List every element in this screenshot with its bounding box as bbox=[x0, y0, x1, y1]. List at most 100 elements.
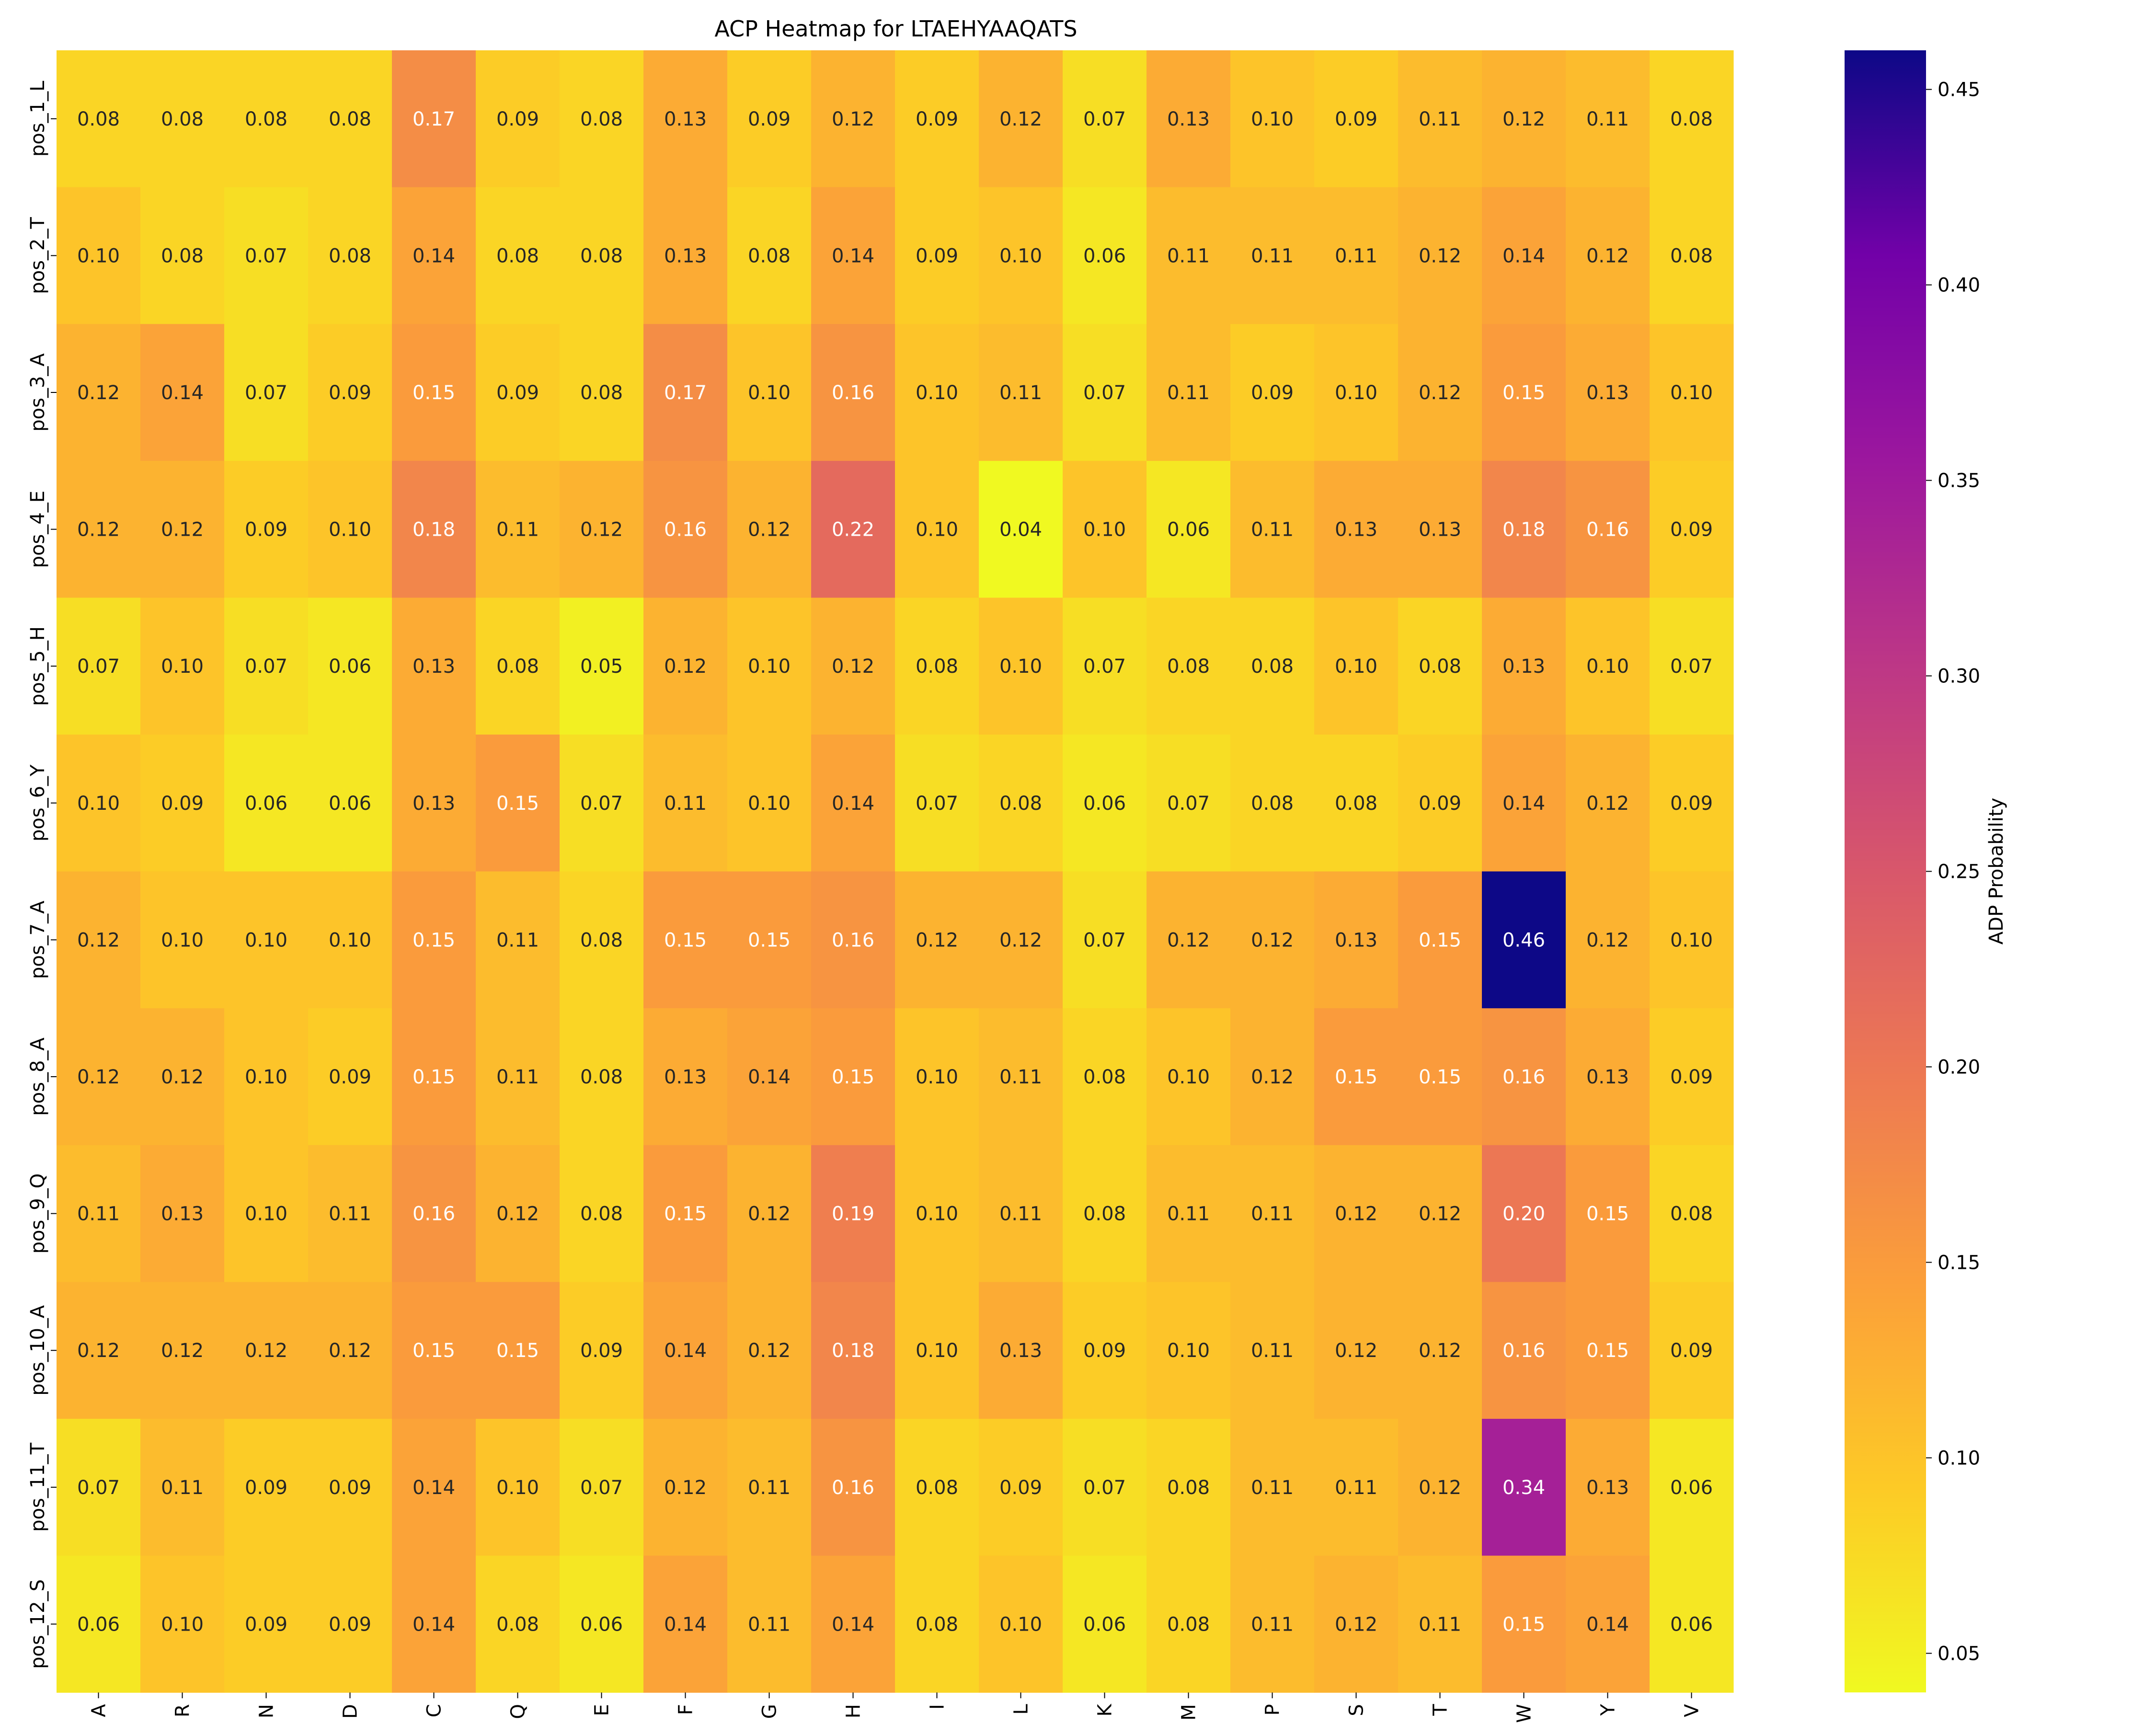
cell-value-label: 0.12 bbox=[1419, 245, 1461, 267]
heatmap-cell bbox=[1650, 1282, 1734, 1419]
heatmap-cell bbox=[1566, 1282, 1650, 1419]
x-tick-label: R bbox=[172, 1704, 194, 1717]
cell-value-label: 0.20 bbox=[1502, 1203, 1545, 1225]
heatmap-cell bbox=[811, 50, 895, 188]
heatmap-cell bbox=[140, 1555, 225, 1693]
heatmap-cell bbox=[727, 324, 812, 461]
cell-value-label: 0.09 bbox=[580, 1340, 623, 1362]
cell-value-label: 0.08 bbox=[1167, 656, 1210, 678]
cell-value-label: 0.13 bbox=[1586, 1066, 1629, 1088]
heatmap-cell bbox=[1398, 598, 1482, 735]
heatmap-cell bbox=[1650, 598, 1734, 735]
cell-value-label: 0.08 bbox=[329, 108, 371, 130]
heatmap-cell bbox=[811, 1282, 895, 1419]
cell-value-label: 0.04 bbox=[999, 519, 1042, 541]
cell-value-label: 0.10 bbox=[916, 1340, 958, 1362]
heatmap-cell bbox=[1063, 1282, 1147, 1419]
cell-value-label: 0.09 bbox=[1670, 793, 1713, 815]
cell-value-label: 0.12 bbox=[1167, 929, 1210, 951]
heatmap-cell bbox=[1314, 598, 1399, 735]
heatmap-cell bbox=[979, 187, 1063, 324]
cell-value-label: 0.11 bbox=[161, 1477, 204, 1499]
heatmap-cell bbox=[1147, 324, 1231, 461]
heatmap-cell bbox=[224, 187, 309, 324]
cell-value-label: 0.12 bbox=[161, 519, 204, 541]
heatmap-cell bbox=[224, 1282, 309, 1419]
heatmap-cell bbox=[560, 598, 644, 735]
cell-value-label: 0.34 bbox=[1502, 1477, 1545, 1499]
cell-value-label: 0.08 bbox=[245, 108, 287, 130]
heatmap-cell bbox=[1230, 1008, 1315, 1146]
heatmap-cell bbox=[57, 460, 141, 598]
cell-value-label: 0.10 bbox=[1167, 1066, 1210, 1088]
heatmap-cell bbox=[811, 460, 895, 598]
cell-value-label: 0.09 bbox=[1419, 793, 1461, 815]
cell-value-label: 0.10 bbox=[1251, 108, 1294, 130]
cell-value-label: 0.14 bbox=[161, 382, 204, 404]
x-tick-label: T bbox=[1430, 1704, 1452, 1716]
cell-value-label: 0.07 bbox=[1083, 929, 1126, 951]
heatmap-cell bbox=[1230, 460, 1315, 598]
heatmap-cell bbox=[1566, 460, 1650, 598]
heatmap-cell bbox=[979, 598, 1063, 735]
cell-value-label: 0.14 bbox=[413, 1613, 455, 1635]
heatmap-cell bbox=[308, 460, 392, 598]
cell-value-label: 0.16 bbox=[832, 929, 874, 951]
cell-value-label: 0.14 bbox=[832, 1613, 874, 1635]
heatmap-cell bbox=[1482, 1555, 1566, 1693]
cell-value-label: 0.12 bbox=[748, 1203, 791, 1225]
cell-value-label: 0.15 bbox=[664, 929, 707, 951]
cell-value-label: 0.08 bbox=[1670, 108, 1713, 130]
cell-value-label: 0.09 bbox=[329, 1613, 371, 1635]
cell-value-label: 0.15 bbox=[496, 1340, 539, 1362]
heatmap-cell bbox=[476, 1282, 560, 1419]
cell-value-label: 0.09 bbox=[999, 1477, 1042, 1499]
heatmap-cell bbox=[643, 1008, 728, 1146]
cell-value-label: 0.07 bbox=[916, 793, 958, 815]
cell-value-label: 0.13 bbox=[1335, 929, 1377, 951]
cell-value-label: 0.10 bbox=[916, 1066, 958, 1088]
cell-value-label: 0.07 bbox=[580, 793, 623, 815]
cell-value-label: 0.11 bbox=[664, 793, 707, 815]
colorbar-tick-label: 0.15 bbox=[1938, 1252, 1980, 1274]
heatmap-cell bbox=[57, 324, 141, 461]
cell-value-label: 0.11 bbox=[748, 1613, 791, 1635]
cell-value-label: 0.15 bbox=[413, 382, 455, 404]
x-tick-label: Y bbox=[1597, 1704, 1619, 1716]
cell-value-label: 0.07 bbox=[245, 245, 287, 267]
heatmap-cell bbox=[140, 598, 225, 735]
cell-value-label: 0.08 bbox=[496, 656, 539, 678]
x-tick-label: C bbox=[424, 1704, 446, 1717]
y-tick-label: pos_6_Y bbox=[27, 764, 49, 841]
cell-value-label: 0.15 bbox=[748, 929, 791, 951]
heatmap-cell bbox=[392, 1282, 476, 1419]
cell-value-label: 0.14 bbox=[832, 245, 874, 267]
cell-value-label: 0.12 bbox=[664, 656, 707, 678]
cell-value-label: 0.12 bbox=[161, 1340, 204, 1362]
heatmap-cell bbox=[224, 1008, 309, 1146]
heatmap-cell bbox=[895, 1145, 979, 1282]
heatmap-cell bbox=[643, 324, 728, 461]
cell-value-label: 0.09 bbox=[245, 1613, 287, 1635]
x-tick-label: D bbox=[340, 1704, 362, 1719]
heatmap-cell bbox=[811, 598, 895, 735]
cell-value-label: 0.12 bbox=[329, 1340, 371, 1362]
heatmap-cell bbox=[1063, 1419, 1147, 1556]
heatmap-cell bbox=[57, 1008, 141, 1146]
heatmap-cell bbox=[392, 324, 476, 461]
cell-value-label: 0.10 bbox=[496, 1477, 539, 1499]
cell-value-label: 0.16 bbox=[1502, 1066, 1545, 1088]
colorbar-tick-label: 0.05 bbox=[1938, 1643, 1980, 1665]
heatmap-cell bbox=[476, 1008, 560, 1146]
heatmap-cell bbox=[57, 50, 141, 188]
heatmap-cell bbox=[140, 871, 225, 1009]
heatmap-cell bbox=[1566, 187, 1650, 324]
cell-value-label: 0.09 bbox=[916, 108, 958, 130]
y-tick-label: pos_10_A bbox=[27, 1305, 49, 1396]
y-tick-label: pos_1_L bbox=[27, 80, 49, 157]
cell-value-label: 0.06 bbox=[1083, 245, 1126, 267]
cell-value-label: 0.08 bbox=[580, 245, 623, 267]
cell-value-label: 0.12 bbox=[1502, 108, 1545, 130]
heatmap-cell bbox=[57, 598, 141, 735]
